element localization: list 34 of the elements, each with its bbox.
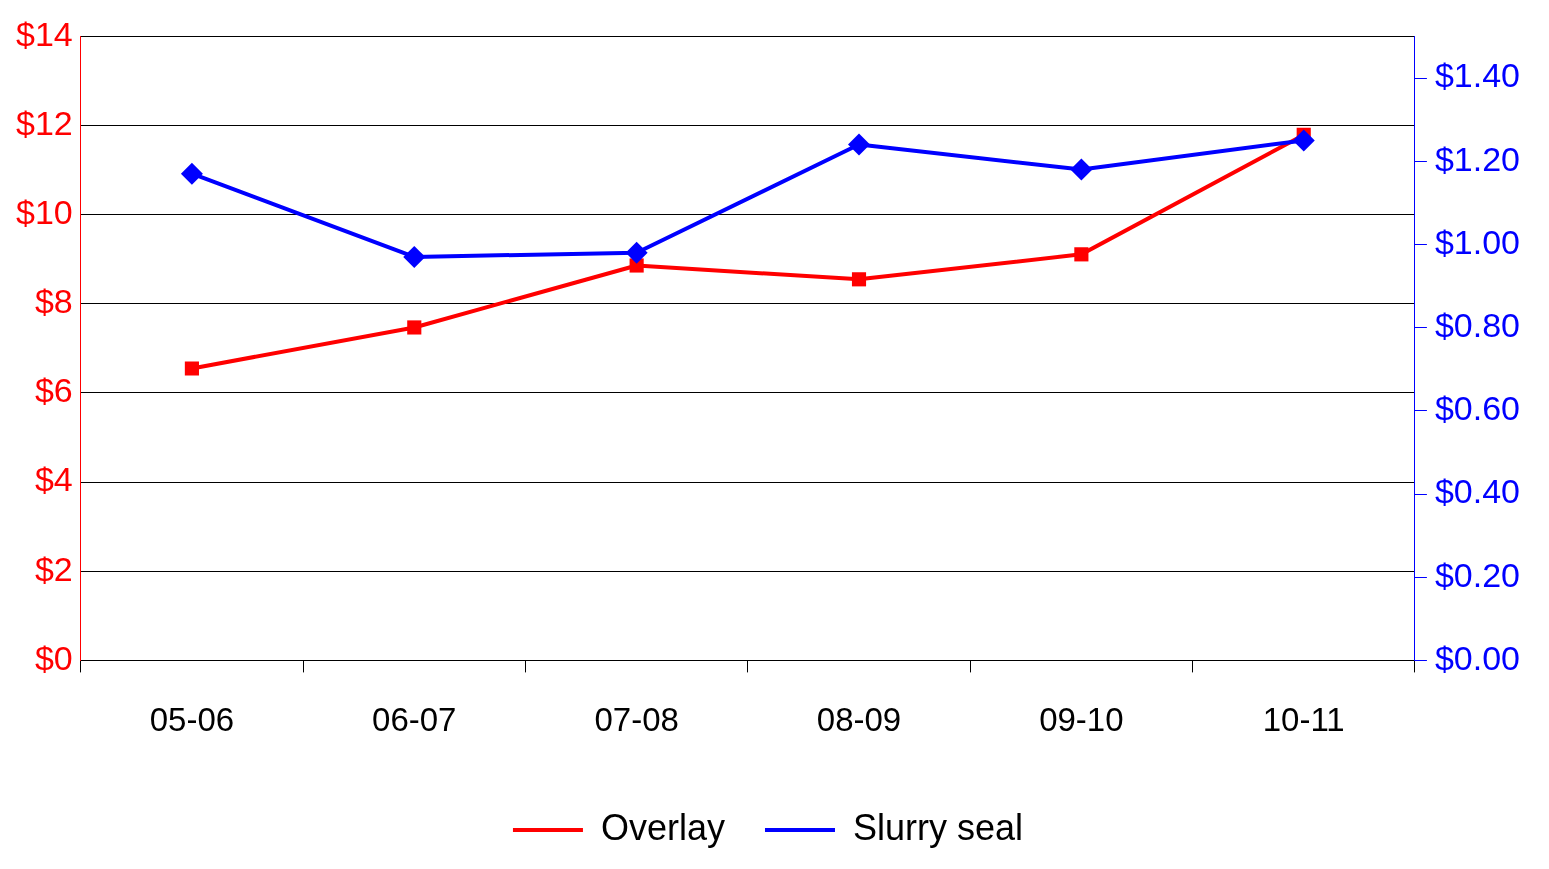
y-tick-label: $8 xyxy=(34,282,73,321)
point xyxy=(1074,247,1089,262)
x-tick-label: 06-07 xyxy=(372,701,457,739)
y2-tick-label: $0.80 xyxy=(1434,305,1521,344)
point xyxy=(1292,129,1315,152)
y2-tick-label: $1.40 xyxy=(1434,56,1521,95)
x-tick-label: 08-09 xyxy=(816,701,902,739)
y-tick-label: $14 xyxy=(15,14,73,53)
y-tick-label: $12 xyxy=(15,103,73,142)
y2-tick-label: $0.20 xyxy=(1434,555,1521,594)
point xyxy=(625,241,648,264)
x-tick-label: 05-06 xyxy=(149,701,235,739)
point xyxy=(403,245,426,268)
y-tick-label: $0 xyxy=(34,638,73,677)
y-tick-label: $6 xyxy=(34,371,73,410)
y-tick-label: $10 xyxy=(15,193,73,232)
point xyxy=(848,133,871,156)
point xyxy=(180,162,203,185)
x-tick-label: 10-11 xyxy=(1262,701,1345,739)
legend-label: Overlay xyxy=(600,806,725,848)
x-tick-label: 07-08 xyxy=(594,701,679,739)
y2-tick-label: $0.60 xyxy=(1434,389,1521,428)
y-tick-label: $2 xyxy=(34,549,73,588)
legend-label: Slurry seal xyxy=(852,806,1024,848)
x-tick-label: 09-10 xyxy=(1039,701,1124,739)
point xyxy=(1070,158,1093,181)
y2-tick-label: $1.00 xyxy=(1434,222,1521,261)
y2-tick-label: $0.40 xyxy=(1434,472,1521,511)
y-tick-label: $4 xyxy=(34,460,73,499)
y2-tick-label: $1.20 xyxy=(1434,139,1521,178)
point xyxy=(407,320,422,335)
point xyxy=(184,361,199,376)
point xyxy=(851,272,867,287)
y2-tick-label: $0.00 xyxy=(1434,638,1521,677)
